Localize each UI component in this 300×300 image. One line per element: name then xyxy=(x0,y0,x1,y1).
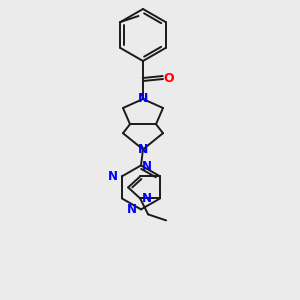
Text: N: N xyxy=(127,203,137,216)
Text: N: N xyxy=(138,92,148,104)
Text: O: O xyxy=(164,73,174,85)
Text: N: N xyxy=(138,143,148,156)
Text: N: N xyxy=(142,160,152,173)
Text: N: N xyxy=(108,170,118,183)
Text: N: N xyxy=(142,192,152,205)
